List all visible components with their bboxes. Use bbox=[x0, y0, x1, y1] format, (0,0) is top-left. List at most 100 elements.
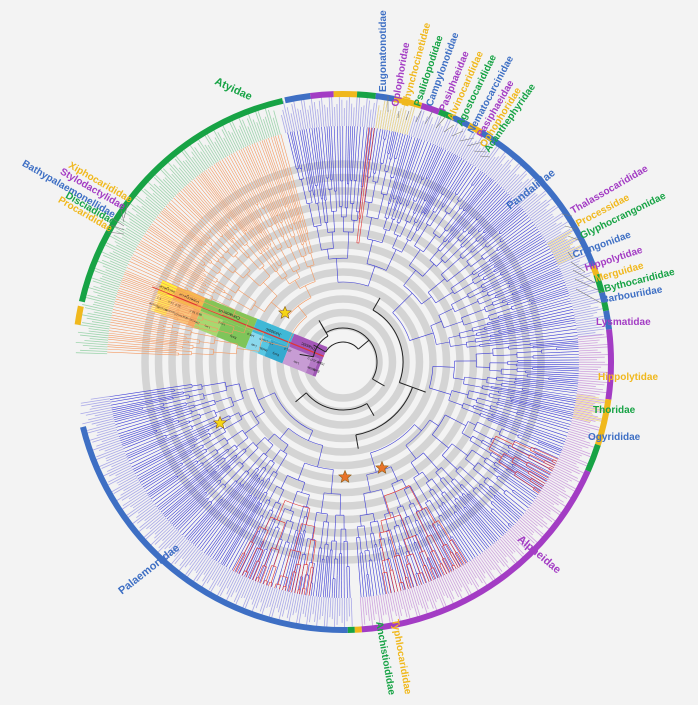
tip-branch bbox=[185, 185, 218, 222]
timescale-age-label: 145.0 bbox=[246, 332, 255, 339]
tip-branch bbox=[273, 136, 294, 199]
tip-label-bar bbox=[317, 109, 320, 128]
tip-branch bbox=[149, 227, 160, 235]
branch-segment bbox=[484, 220, 498, 233]
family-ring-segment bbox=[309, 91, 334, 99]
branch-segment bbox=[300, 554, 303, 562]
branch-segment bbox=[292, 572, 297, 588]
tip-label-bar bbox=[277, 590, 285, 613]
branch-segment bbox=[409, 249, 421, 266]
timescale-age-label: 163.5 bbox=[258, 337, 267, 344]
tip-label-bar bbox=[404, 107, 413, 135]
branch-segment bbox=[494, 495, 512, 510]
tip-label-bar bbox=[436, 578, 445, 597]
branch-segment bbox=[185, 398, 205, 404]
tip-label-bar bbox=[122, 490, 146, 507]
timescale-age-label: 56.0 bbox=[189, 308, 196, 314]
branch-segment bbox=[370, 147, 373, 160]
tip-label-bar bbox=[399, 109, 407, 134]
branch-segment bbox=[534, 447, 555, 458]
branch-segment bbox=[296, 142, 303, 169]
branch-segment bbox=[270, 210, 277, 224]
tip-label-bar bbox=[578, 382, 605, 386]
branch-arc bbox=[165, 434, 167, 438]
branch-segment bbox=[466, 340, 476, 343]
tip-branch bbox=[399, 586, 402, 591]
timescale-epoch-label: Oligocene bbox=[164, 308, 178, 317]
branch-segment bbox=[290, 511, 294, 522]
tip-label-bar bbox=[92, 269, 122, 282]
branch-segment bbox=[229, 450, 247, 467]
branch-arc bbox=[276, 215, 279, 217]
branch-segment bbox=[326, 222, 328, 233]
branch-segment bbox=[484, 323, 511, 330]
tip-label-bar bbox=[102, 259, 126, 271]
branch-segment bbox=[356, 218, 360, 243]
branch-segment bbox=[281, 222, 293, 247]
tip-label-bar bbox=[566, 437, 597, 449]
tip-branch bbox=[460, 562, 463, 566]
tip-label-bar bbox=[520, 192, 536, 207]
tip-branch bbox=[315, 563, 321, 597]
branch-segment bbox=[425, 183, 435, 202]
tip-branch bbox=[508, 519, 515, 526]
tip-branch bbox=[107, 348, 170, 353]
tip-branch bbox=[465, 517, 490, 548]
tip-branch bbox=[291, 131, 298, 156]
branch-segment bbox=[398, 525, 408, 552]
branch-segment bbox=[454, 553, 461, 563]
tip-label-bar bbox=[94, 448, 124, 461]
branch-segment bbox=[538, 441, 548, 446]
branch-segment bbox=[511, 465, 523, 473]
branch-arc bbox=[284, 206, 287, 208]
tip-label-bar bbox=[208, 565, 224, 590]
branch-segment bbox=[426, 558, 433, 570]
tip-label-bar bbox=[234, 577, 248, 607]
branch-segment bbox=[373, 152, 377, 174]
branch-segment bbox=[467, 397, 477, 401]
branch-segment bbox=[172, 326, 192, 332]
branch-segment bbox=[387, 158, 391, 172]
tip-branch bbox=[247, 566, 254, 579]
branch-segment bbox=[421, 199, 429, 213]
branch-segment bbox=[238, 495, 251, 513]
tip-label-bar bbox=[470, 148, 481, 164]
branch-segment bbox=[472, 435, 483, 442]
branch-arc bbox=[316, 512, 328, 515]
tip-label-bar bbox=[421, 584, 429, 602]
branch-segment bbox=[175, 297, 198, 307]
tip-label-bar bbox=[549, 239, 568, 250]
branch-segment bbox=[311, 512, 317, 540]
tip-branch bbox=[235, 151, 260, 198]
tip-label-bar bbox=[84, 307, 113, 314]
branch-segment bbox=[366, 202, 370, 217]
family-ring-segment bbox=[361, 469, 591, 633]
tip-branch bbox=[436, 574, 439, 579]
branch-arc bbox=[493, 270, 495, 273]
branch-segment bbox=[460, 496, 479, 517]
branch-segment bbox=[501, 229, 519, 243]
tip-branch bbox=[552, 461, 557, 464]
branch-segment bbox=[429, 491, 440, 507]
label-leader-line bbox=[567, 235, 582, 242]
label-leader-line bbox=[120, 209, 125, 223]
tip-label-bar bbox=[164, 177, 180, 193]
branch-segment bbox=[395, 553, 402, 575]
branch-segment bbox=[255, 541, 263, 555]
branch-segment bbox=[423, 508, 434, 526]
tip-label-bar bbox=[113, 479, 139, 494]
branch-segment bbox=[199, 341, 215, 345]
branch-segment bbox=[280, 520, 288, 540]
backbone-branch bbox=[357, 339, 370, 350]
branch-segment bbox=[397, 507, 403, 521]
tip-label-bar bbox=[350, 597, 353, 627]
branch-segment bbox=[196, 432, 210, 440]
branch-segment bbox=[164, 235, 182, 249]
tip-label-bar bbox=[470, 560, 489, 588]
branch-segment bbox=[184, 258, 204, 272]
tip-label-bar bbox=[221, 129, 235, 153]
timescale-epoch-label: Eocene bbox=[176, 313, 187, 321]
branch-segment bbox=[275, 200, 284, 219]
branch-segment bbox=[199, 300, 224, 311]
branch-segment bbox=[198, 311, 220, 319]
